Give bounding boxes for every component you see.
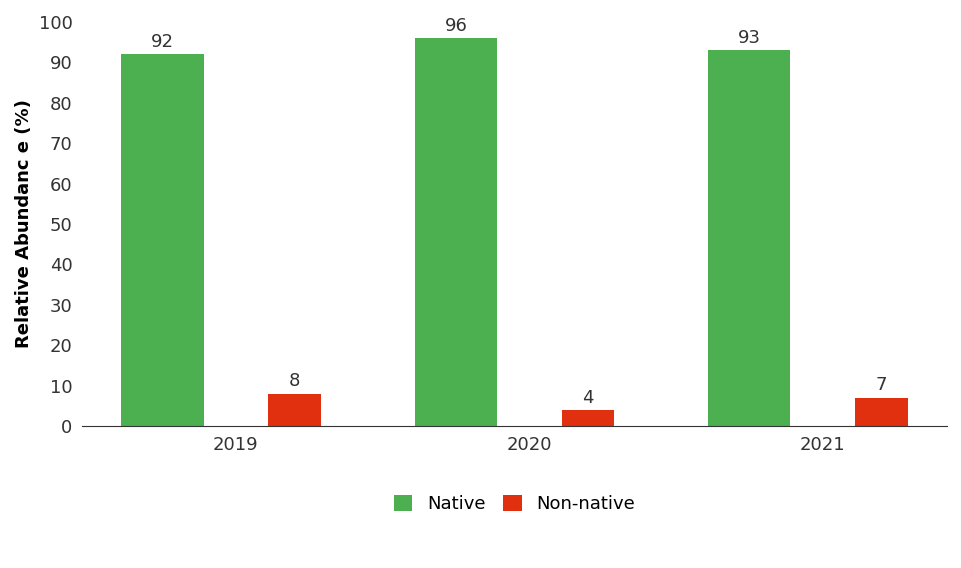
Bar bbox=[707, 51, 790, 426]
Text: 4: 4 bbox=[581, 389, 593, 407]
Y-axis label: Relative Abundanc e (%): Relative Abundanc e (%) bbox=[15, 99, 33, 348]
Text: 92: 92 bbox=[151, 33, 174, 51]
Text: 7: 7 bbox=[875, 377, 886, 395]
Bar bbox=[561, 410, 614, 426]
Text: 96: 96 bbox=[444, 17, 467, 35]
Bar bbox=[268, 394, 321, 426]
Bar bbox=[854, 398, 907, 426]
Text: 8: 8 bbox=[288, 373, 300, 390]
Bar bbox=[121, 55, 204, 426]
Legend: Native, Non-native: Native, Non-native bbox=[386, 487, 641, 520]
Bar bbox=[414, 38, 497, 426]
Text: 93: 93 bbox=[737, 29, 760, 47]
